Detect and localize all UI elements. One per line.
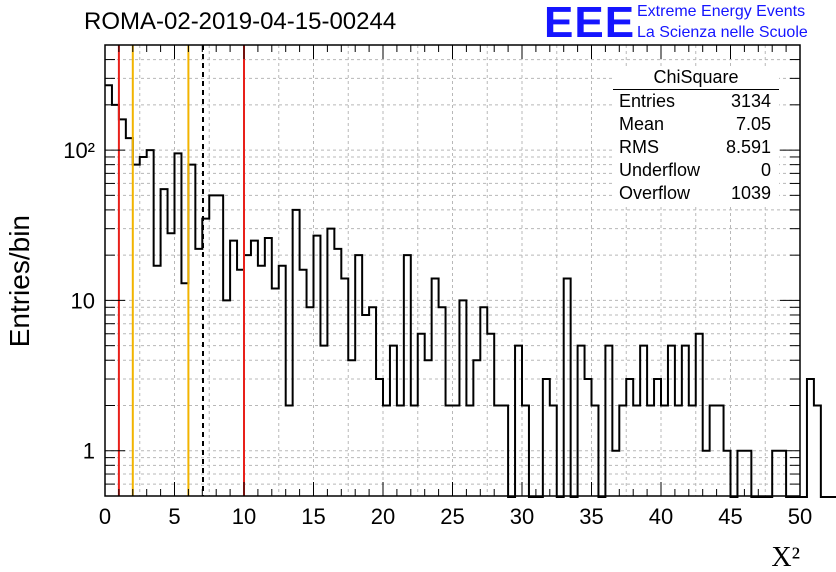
x-tick-label: 30 [510,504,534,529]
x-tick-label: 0 [99,504,111,529]
x-tick-label: 25 [440,504,464,529]
x-tick-label: 10 [232,504,256,529]
stats-row-entries: Entries 3134 [613,90,779,113]
histogram-series [105,84,836,498]
logo-text-line1: Extreme Energy Events [637,3,806,20]
x-tick-label: 35 [579,504,603,529]
stats-value: 1039 [730,183,771,203]
x-tick-label: 40 [649,504,673,529]
y-tick-label: 10 [71,288,95,313]
stats-label: RMS [619,137,659,157]
x-axis-label: X² [771,542,800,572]
stats-label: Entries [619,91,676,111]
x-tick-label: 5 [168,504,180,529]
stats-value: 0 [760,160,771,180]
stats-label: Mean [619,114,665,134]
y-tick-label: 10² [63,138,95,163]
stats-row-underflow: Underflow 0 [613,159,779,182]
stats-row-rms: RMS 8.591 [613,136,779,159]
chart-title: ROMA-02-2019-04-15-00244 [84,8,397,35]
stats-value: 7.05 [735,114,771,134]
stats-title: ChiSquare [613,66,779,90]
stats-row-overflow: Overflow 1039 [613,182,779,205]
stats-label: Overflow [619,183,691,203]
eee-logo: EEE [544,0,636,47]
x-tick-label: 20 [371,504,395,529]
stats-row-mean: Mean 7.05 [613,113,779,136]
logo-text-line2: La Scienza nelle Scuole [637,24,808,41]
x-tick-label: 50 [788,504,812,529]
x-tick-label: 45 [718,504,742,529]
x-tick-label: 15 [301,504,325,529]
stats-label: Underflow [619,160,701,180]
y-tick-label: 1 [83,439,95,464]
stats-box: ChiSquare Entries 3134 Mean 7.05 RMS 8.591 … [613,66,779,205]
stats-value: 8.591 [725,137,771,157]
stats-value: 3134 [730,91,771,111]
